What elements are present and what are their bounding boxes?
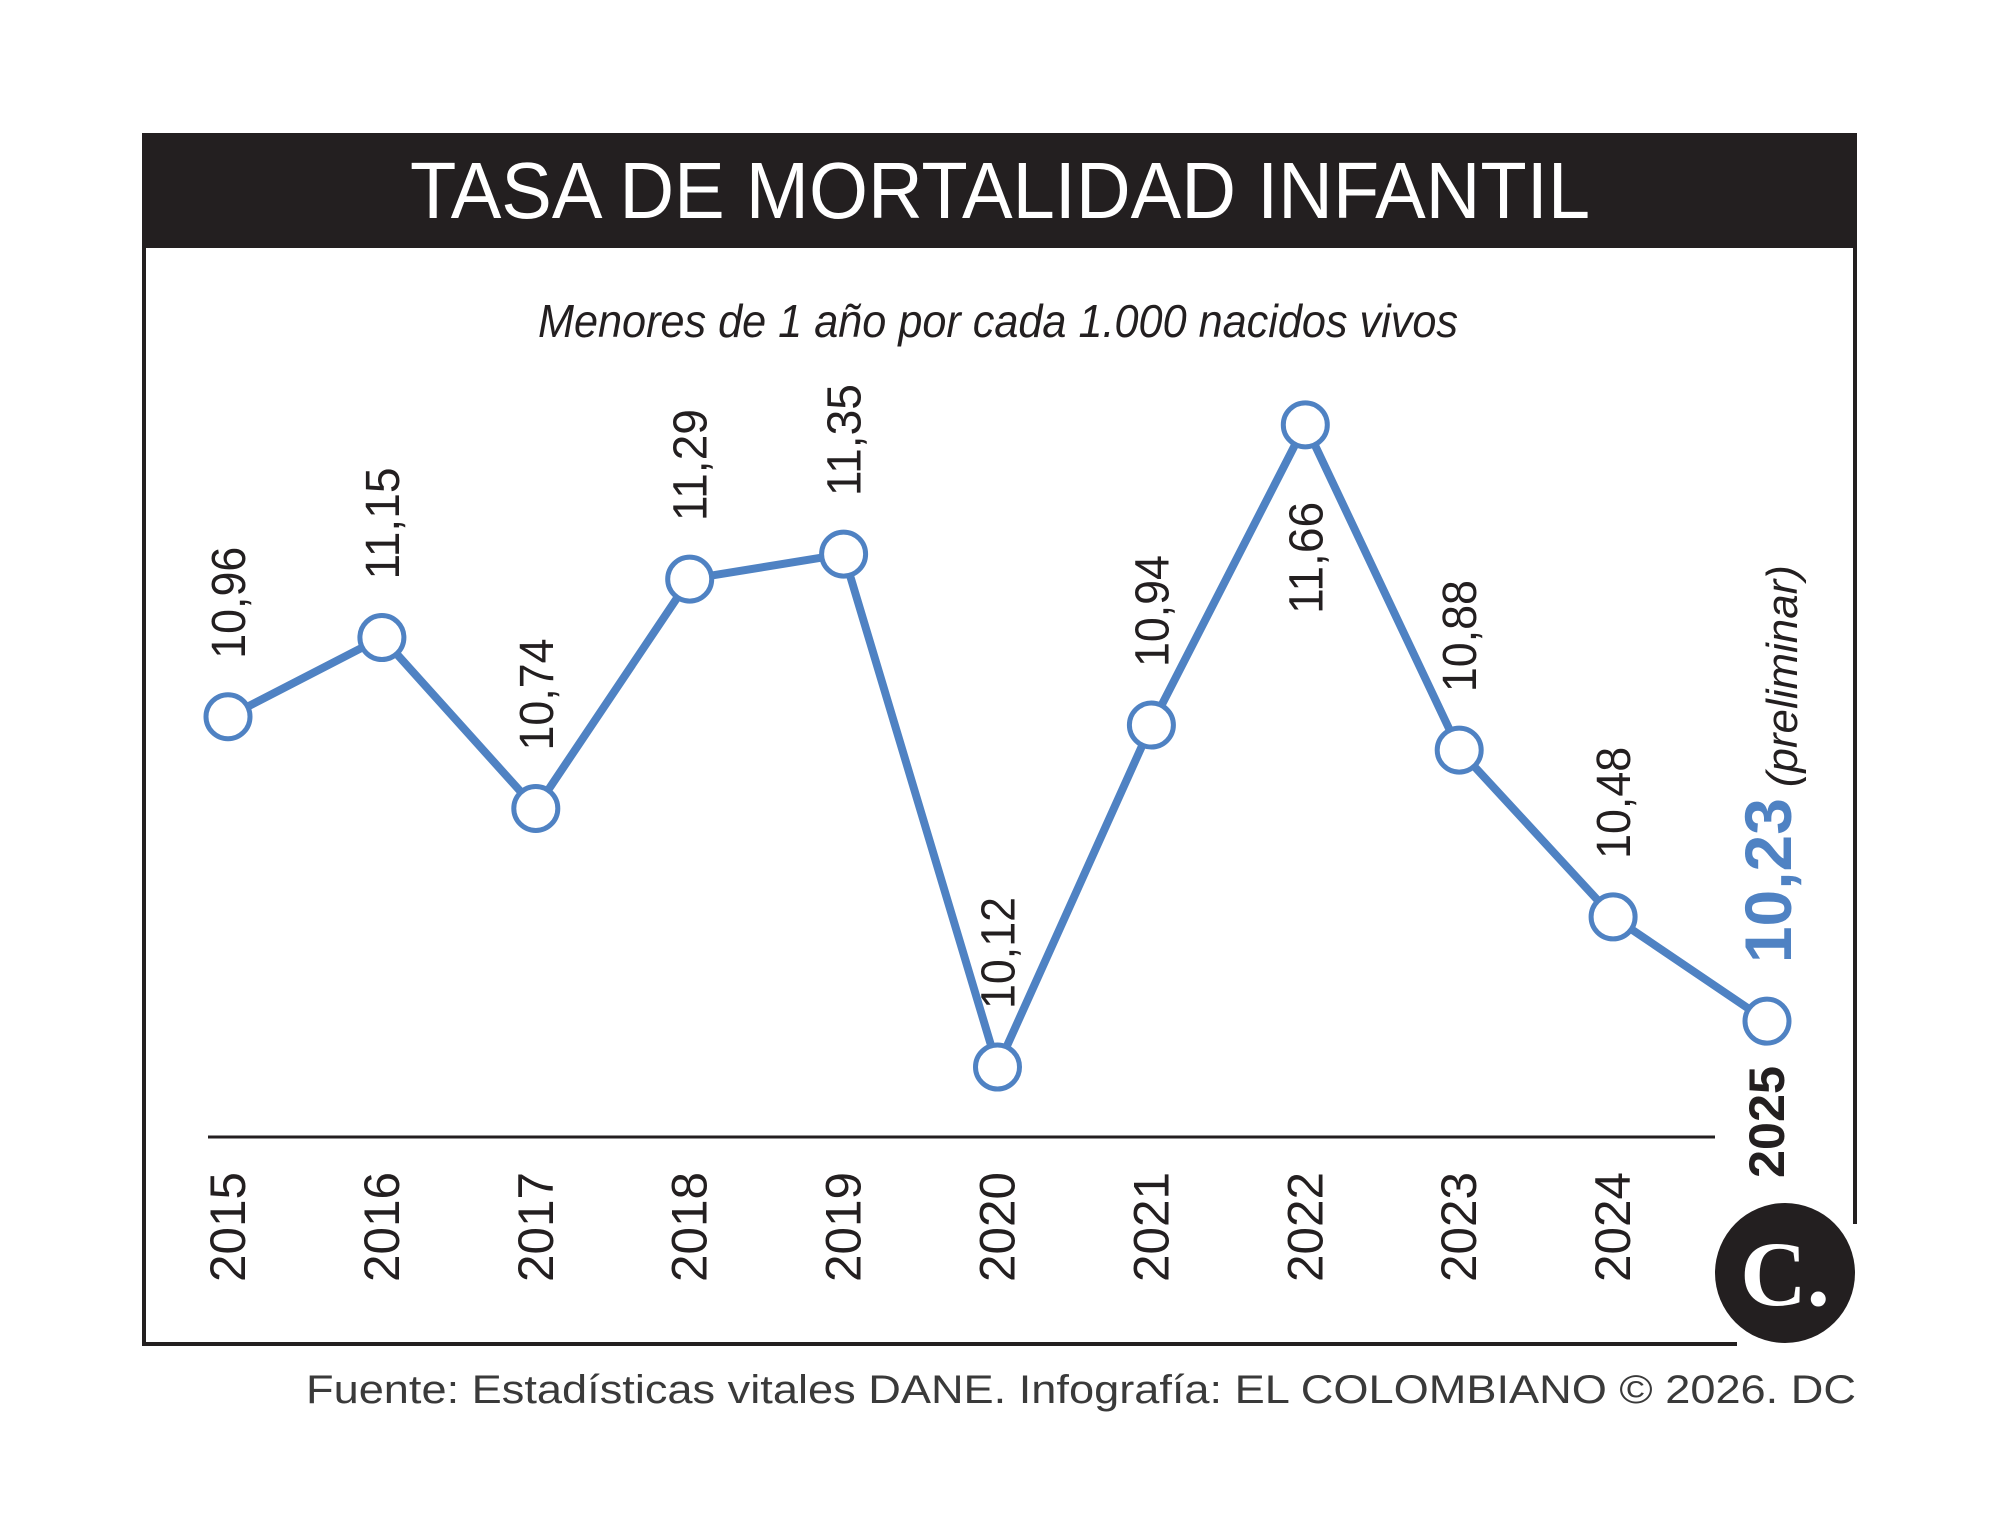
x-tick-label: 2022 bbox=[1277, 1172, 1333, 1282]
x-tick-label: 2020 bbox=[970, 1172, 1026, 1282]
chart-subtitle: Menores de 1 año por cada 1.000 nacidos … bbox=[538, 295, 1458, 347]
data-point-2016 bbox=[357, 612, 407, 662]
data-label: 10,12 bbox=[973, 897, 1026, 1009]
x-tick-label: 2016 bbox=[354, 1172, 410, 1282]
data-point-2023 bbox=[1434, 725, 1484, 775]
header-bar bbox=[142, 133, 1857, 248]
data-point-2022 bbox=[1280, 400, 1330, 450]
x-tick-label: 2019 bbox=[816, 1172, 872, 1282]
x-tick-label: 2025 bbox=[1739, 1066, 1795, 1178]
x-tick-label: 2021 bbox=[1123, 1172, 1179, 1282]
data-point-2017 bbox=[511, 783, 561, 833]
data-point-2024 bbox=[1588, 892, 1638, 942]
data-point-2019 bbox=[819, 529, 869, 579]
footer-source: Fuente: Estadísticas vitales DANE. Infog… bbox=[306, 1368, 1856, 1412]
data-label: 11,29 bbox=[665, 409, 718, 521]
data-point-2020 bbox=[973, 1042, 1022, 1092]
data-point-2015 bbox=[203, 692, 253, 742]
data-label: 10,96 bbox=[203, 547, 256, 659]
data-label: 11,15 bbox=[357, 467, 410, 579]
x-tick-label: 2018 bbox=[662, 1172, 718, 1282]
x-tick-label: 2017 bbox=[508, 1172, 564, 1282]
data-point-2021 bbox=[1126, 700, 1176, 750]
data-label: 10,48 bbox=[1588, 747, 1641, 859]
data-label: 10,74 bbox=[511, 638, 564, 750]
data-label: 10,94 bbox=[1126, 555, 1179, 667]
logo: C. bbox=[1715, 1203, 1855, 1343]
data-label: 10,88 bbox=[1434, 580, 1487, 692]
logo-text: C. bbox=[1740, 1223, 1829, 1325]
data-label: 10,23 bbox=[1731, 798, 1805, 963]
x-tick-label: 2024 bbox=[1585, 1172, 1641, 1282]
data-label: 11,66 bbox=[1280, 502, 1333, 614]
data-point-2025 bbox=[1742, 996, 1792, 1046]
x-tick-label: 2023 bbox=[1431, 1172, 1487, 1282]
x-tick-label: 2015 bbox=[200, 1172, 256, 1282]
data-label: 11,35 bbox=[819, 384, 872, 496]
preliminary-note: (preliminar) bbox=[1758, 565, 1807, 787]
data-point-2018 bbox=[665, 554, 715, 604]
chart-title: TASA DE MORTALIDAD INFANTIL bbox=[410, 146, 1590, 235]
